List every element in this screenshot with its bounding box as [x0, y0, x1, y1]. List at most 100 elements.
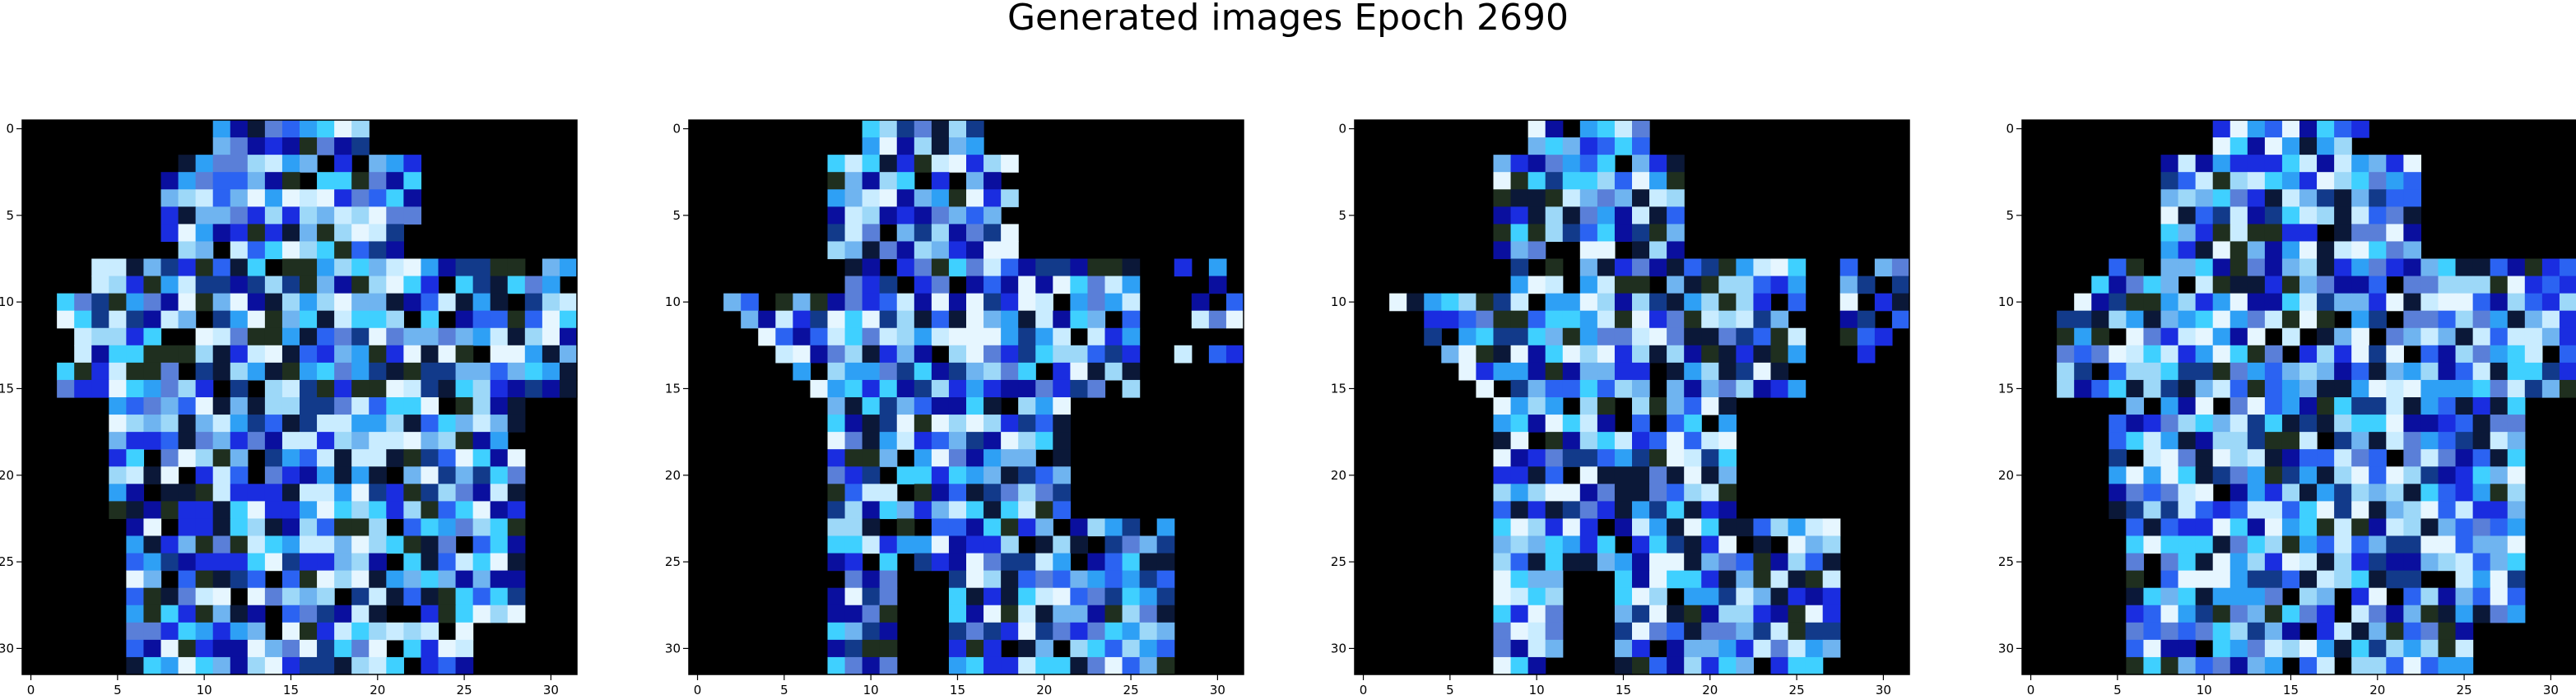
pixel: [966, 570, 984, 589]
pixel: [1156, 622, 1175, 641]
pixel: [2264, 622, 2283, 641]
pixel: [421, 553, 439, 572]
pixel: [1018, 276, 1036, 294]
pixel: [2386, 535, 2404, 554]
pixel: [2386, 379, 2404, 398]
pixel: [1001, 293, 1019, 312]
pixel: [247, 397, 266, 415]
pixel: [386, 570, 404, 589]
pixel: [1527, 535, 1546, 554]
pixel: [1053, 587, 1071, 606]
pixel: [1174, 258, 1193, 277]
pixel: [1839, 293, 1858, 312]
pixel: [369, 587, 387, 606]
pixel: [2126, 293, 2145, 312]
pixel: [914, 553, 932, 572]
pixel: [403, 206, 422, 225]
pixel: [896, 379, 915, 398]
pixel: [1035, 293, 1053, 312]
pixel: [247, 622, 266, 641]
pixel: [914, 397, 932, 415]
pixel: [1493, 622, 1512, 641]
pixel: [2126, 656, 2145, 675]
pixel: [948, 449, 967, 467]
pixel: [1839, 276, 1858, 294]
pixel: [1001, 362, 1019, 381]
pixel: [2386, 415, 2404, 433]
pixel: [334, 518, 352, 537]
pixel: [1035, 553, 1053, 572]
pixel: [2160, 570, 2179, 589]
pixel: [1874, 293, 1893, 312]
pixel: [1545, 639, 1564, 658]
pixel: [2143, 345, 2162, 364]
pixel: [2074, 379, 2092, 398]
pixel: [862, 639, 881, 658]
pixel: [264, 276, 283, 294]
pixel: [2420, 587, 2439, 606]
pixel: [2472, 345, 2491, 364]
pixel: [2420, 466, 2439, 484]
pixel: [2160, 293, 2179, 312]
pixel: [438, 466, 457, 484]
pixel: [403, 570, 422, 589]
pixel: [230, 276, 249, 294]
pixel: [879, 362, 898, 381]
x-tick-label: 15: [2283, 683, 2299, 695]
pixel: [455, 449, 474, 467]
pixel: [264, 484, 283, 502]
pixel: [2386, 224, 2404, 243]
pixel: [2507, 293, 2526, 312]
pixel: [1139, 553, 1158, 572]
pixel: [281, 345, 300, 364]
pixel: [1701, 432, 1719, 450]
pixel: [1562, 293, 1581, 312]
pixel: [91, 310, 109, 329]
pixel: [844, 258, 863, 277]
pixel: [1510, 535, 1529, 554]
pixel: [2541, 310, 2560, 329]
pixel: [1001, 327, 1019, 346]
pixel: [2247, 449, 2266, 467]
pixel: [160, 501, 179, 520]
pixel: [1822, 518, 1841, 537]
pixel: [948, 362, 967, 381]
pixel: [247, 327, 266, 346]
pixel: [1857, 276, 1876, 294]
pixel: [421, 345, 439, 364]
pixel: [230, 327, 249, 346]
pixel: [334, 622, 352, 641]
pixel: [1805, 639, 1824, 658]
pixel: [507, 605, 526, 623]
pixel: [2541, 327, 2560, 346]
pixel: [2386, 155, 2404, 173]
pixel: [2195, 622, 2214, 641]
pixel: [827, 535, 846, 554]
pixel: [178, 553, 197, 572]
pixel: [1458, 362, 1477, 381]
pixel: [1632, 587, 1650, 606]
pixel: [914, 120, 932, 138]
pixel: [2351, 501, 2369, 520]
pixel: [2230, 258, 2248, 277]
pixel: [472, 535, 491, 554]
pixel: [844, 172, 863, 190]
pixel: [317, 172, 335, 190]
pixel: [334, 155, 352, 173]
pixel: [741, 310, 759, 329]
pixel: [2247, 120, 2266, 138]
pixel: [2281, 172, 2300, 190]
pixel: [1874, 258, 1893, 277]
pixel: [931, 120, 950, 138]
pixel: [1122, 518, 1141, 537]
pixel: [1087, 258, 1106, 277]
pixel: [1493, 449, 1512, 467]
pixel: [160, 449, 179, 467]
pixel: [2490, 449, 2509, 467]
pixel: [1632, 241, 1650, 260]
pixel: [2160, 449, 2179, 467]
pixel: [2351, 449, 2369, 467]
pixel: [455, 605, 474, 623]
pixel: [2386, 501, 2404, 520]
pixel: [160, 206, 179, 225]
